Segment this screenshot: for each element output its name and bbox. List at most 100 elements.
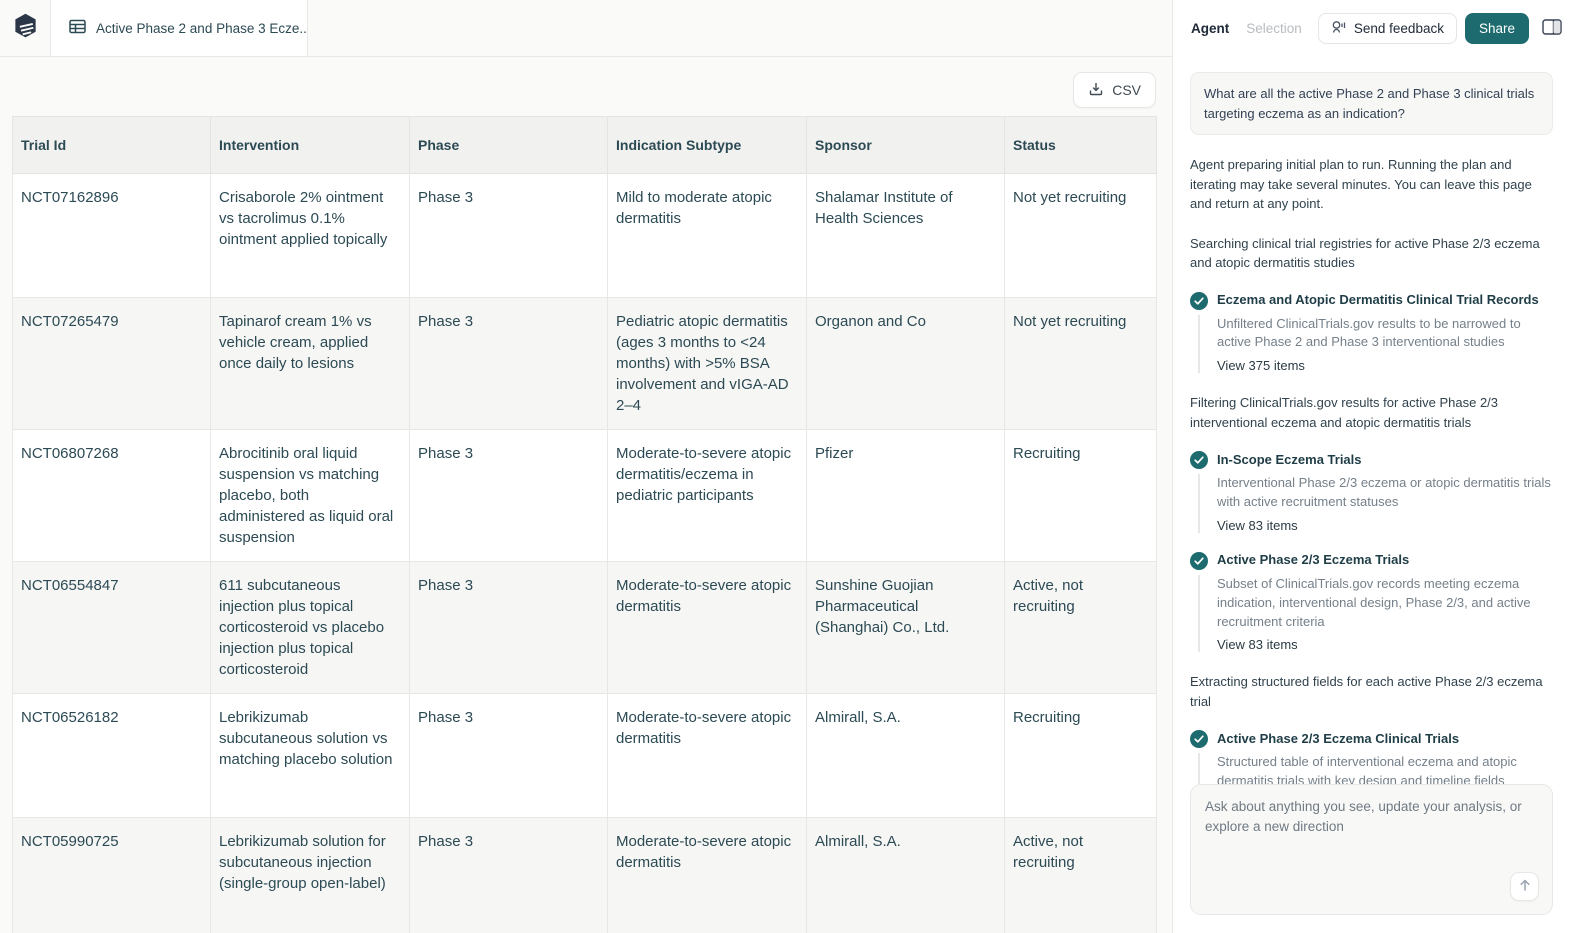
result-card-description: Unfiltered ClinicalTrials.gov results to… (1217, 315, 1521, 350)
agent-status-text: Agent preparing initial plan to run. Run… (1190, 157, 1532, 211)
column-header-intervention[interactable]: Intervention (210, 116, 410, 174)
cell-phase[interactable]: Phase 3 (409, 693, 608, 818)
agent-conversation: What are all the active Phase 2 and Phas… (1173, 57, 1580, 784)
result-card: Eczema and Atopic Dermatitis Clinical Tr… (1190, 291, 1553, 374)
result-card-title: Active Phase 2/3 Eczema Trials (1217, 552, 1410, 568)
result-card-description: Structured table of interventional eczem… (1217, 754, 1517, 784)
tab-selection[interactable]: Selection (1246, 21, 1302, 36)
cell-indication-subtype[interactable]: Moderate-to-severe atopic dermatitis (607, 693, 807, 818)
cell-status[interactable]: Active, not recruiting (1004, 817, 1157, 933)
check-circle-icon (1190, 551, 1208, 570)
cell-intervention[interactable]: Tapinarof cream 1% vs vehicle cream, app… (210, 297, 410, 430)
share-button[interactable]: Share (1464, 13, 1529, 44)
agent-step-heading: Extracting structured fields for each ac… (1190, 674, 1543, 709)
result-card-title: In-Scope Eczema Trials (1217, 451, 1362, 467)
cell-phase[interactable]: Phase 3 (409, 297, 608, 430)
cell-trial-id[interactable]: NCT06554847 (12, 561, 211, 694)
cell-indication-subtype[interactable]: Moderate-to-severe atopic dermatitis/ecz… (607, 429, 807, 562)
trials-table: Trial Id Intervention Phase Indication S… (12, 116, 1157, 933)
csv-export-button[interactable]: CSV (1073, 72, 1156, 108)
top-bar: Active Phase 2 and Phase 3 Ecze... (0, 0, 1172, 57)
cell-sponsor[interactable]: Shalamar Institute of Health Sciences (806, 173, 1005, 298)
cell-indication-subtype[interactable]: Moderate-to-severe atopic dermatitis (607, 817, 807, 933)
table-view: CSV Trial Id Intervention Phase Indicati… (0, 57, 1172, 933)
agent-input-area (1173, 784, 1580, 933)
cell-trial-id[interactable]: NCT07265479 (12, 297, 211, 430)
cell-indication-subtype[interactable]: Pediatric atopic dermatitis (ages 3 mont… (607, 297, 807, 430)
download-icon (1088, 81, 1104, 100)
csv-label: CSV (1112, 82, 1141, 98)
column-header-trial-id[interactable]: Trial Id (12, 116, 211, 174)
arrow-up-icon (1518, 878, 1532, 895)
cell-status[interactable]: Not yet recruiting (1004, 297, 1157, 430)
panel-layout-icon (1542, 19, 1562, 38)
result-card: Active Phase 2/3 Eczema Clinical Trials … (1190, 730, 1553, 784)
check-circle-icon (1190, 291, 1208, 310)
send-feedback-button[interactable]: Send feedback (1317, 13, 1457, 44)
cell-indication-subtype[interactable]: Moderate-to-severe atopic dermatitis (607, 561, 807, 694)
table-row: NCT06807268 Abrocitinib oral liquid susp… (12, 429, 1157, 562)
view-items-link[interactable]: View 83 items (1217, 637, 1298, 653)
agent-panel: Agent Selection Send feedback Share (1172, 0, 1580, 933)
result-card-title: Active Phase 2/3 Eczema Clinical Trials (1217, 730, 1460, 746)
cell-sponsor[interactable]: Sunshine Guojian Pharmaceutical (Shangha… (806, 561, 1005, 694)
table-row: NCT05990725 Lebrikizumab solution for su… (12, 817, 1157, 933)
cell-phase[interactable]: Phase 3 (409, 429, 608, 562)
column-header-indication-subtype[interactable]: Indication Subtype (607, 116, 807, 174)
cell-trial-id[interactable]: NCT07162896 (12, 173, 211, 298)
agent-chat-input[interactable] (1191, 785, 1552, 914)
result-card: In-Scope Eczema Trials Interventional Ph… (1190, 451, 1553, 533)
tab-title: Active Phase 2 and Phase 3 Ecze... (96, 20, 308, 36)
column-header-phase[interactable]: Phase (409, 116, 608, 174)
main-column: Active Phase 2 and Phase 3 Ecze... CSV (0, 0, 1172, 933)
agent-panel-nav: Agent Selection Send feedback Share (1173, 0, 1580, 57)
cell-intervention[interactable]: 611 subcutaneous injection plus topical … (210, 561, 410, 694)
app-logo[interactable] (0, 0, 50, 56)
cell-trial-id[interactable]: NCT06807268 (12, 429, 211, 562)
cell-phase[interactable]: Phase 3 (409, 561, 608, 694)
result-card-description: Subset of ClinicalTrials.gov records mee… (1217, 575, 1531, 629)
column-header-status[interactable]: Status (1004, 116, 1157, 174)
panel-toggle-button[interactable] (1540, 17, 1564, 40)
cell-status[interactable]: Active, not recruiting (1004, 561, 1157, 694)
cell-trial-id[interactable]: NCT05990725 (12, 817, 211, 933)
cell-sponsor[interactable]: Organon and Co (806, 297, 1005, 430)
send-message-button[interactable] (1510, 872, 1539, 901)
cell-sponsor[interactable]: Almirall, S.A. (806, 693, 1005, 818)
table-row: NCT06554847 611 subcutaneous injection p… (12, 561, 1157, 694)
cell-status[interactable]: Recruiting (1004, 693, 1157, 818)
logo-icon (12, 12, 39, 44)
user-question-bubble: What are all the active Phase 2 and Phas… (1190, 72, 1553, 135)
agent-step-heading: Filtering ClinicalTrials.gov results for… (1190, 395, 1499, 430)
table-row: NCT06526182 Lebrikizumab subcutaneous so… (12, 693, 1157, 818)
result-card-description: Interventional Phase 2/3 eczema or atopi… (1217, 475, 1551, 510)
result-card: Active Phase 2/3 Eczema Trials Subset of… (1190, 551, 1553, 653)
cell-trial-id[interactable]: NCT06526182 (12, 693, 211, 818)
cell-intervention[interactable]: Abrocitinib oral liquid suspension vs ma… (210, 429, 410, 562)
cell-indication-subtype[interactable]: Mild to moderate atopic dermatitis (607, 173, 807, 298)
cell-sponsor[interactable]: Pfizer (806, 429, 1005, 562)
tab-active-dataset[interactable]: Active Phase 2 and Phase 3 Ecze... (50, 0, 308, 56)
column-header-sponsor[interactable]: Sponsor (806, 116, 1005, 174)
cell-phase[interactable]: Phase 3 (409, 817, 608, 933)
megaphone-icon (1331, 20, 1347, 37)
table-icon (69, 19, 86, 37)
table-row: NCT07162896 Crisaborole 2% ointment vs t… (12, 173, 1157, 298)
cell-sponsor[interactable]: Almirall, S.A. (806, 817, 1005, 933)
result-card-title: Eczema and Atopic Dermatitis Clinical Tr… (1217, 292, 1539, 308)
view-items-link[interactable]: View 83 items (1217, 517, 1298, 533)
cell-status[interactable]: Recruiting (1004, 429, 1157, 562)
cell-status[interactable]: Not yet recruiting (1004, 173, 1157, 298)
table-row: NCT07265479 Tapinarof cream 1% vs vehicl… (12, 297, 1157, 430)
agent-step-heading: Searching clinical trial registries for … (1190, 235, 1540, 271)
cell-phase[interactable]: Phase 3 (409, 173, 608, 298)
cell-intervention[interactable]: Lebrikizumab solution for subcutaneous i… (210, 817, 410, 933)
cell-intervention[interactable]: Lebrikizumab subcutaneous solution vs ma… (210, 693, 410, 818)
cell-intervention[interactable]: Crisaborole 2% ointment vs tacrolimus 0.… (210, 173, 410, 298)
tab-agent[interactable]: Agent (1191, 21, 1230, 36)
view-items-link[interactable]: View 375 items (1217, 358, 1305, 374)
table-header-row: Trial Id Intervention Phase Indication S… (12, 116, 1157, 174)
check-circle-icon (1190, 451, 1208, 470)
send-feedback-label: Send feedback (1353, 21, 1444, 36)
